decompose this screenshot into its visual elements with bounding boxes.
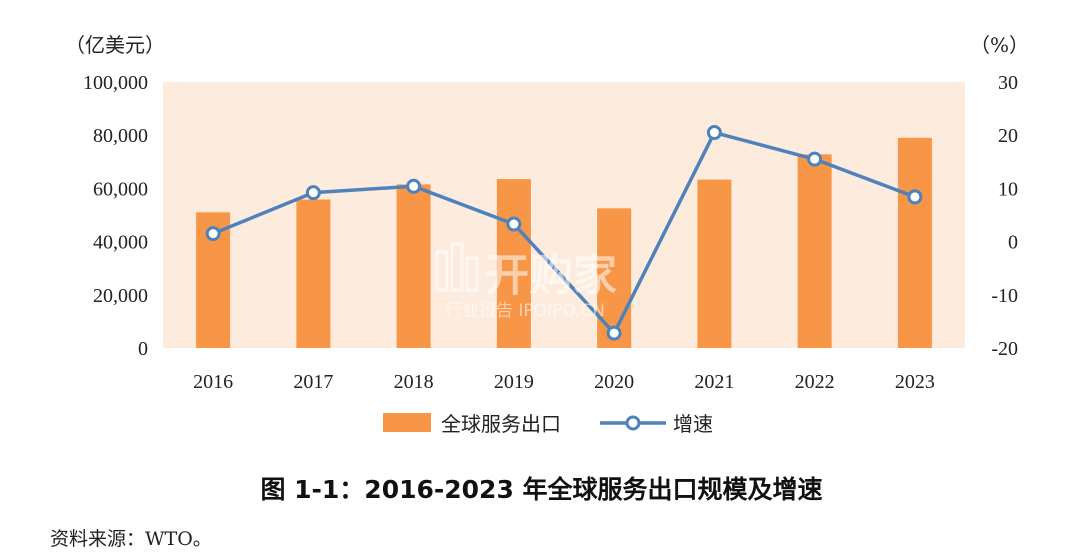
left-axis-tick-label: 20,000 [93, 285, 148, 307]
left-axis-tick-label: 60,000 [93, 178, 148, 200]
right-axis-tick-label: 10 [998, 178, 1018, 200]
growth-point-2023 [907, 189, 923, 205]
growth-point-2021 [706, 125, 722, 141]
growth-point-2020 [606, 325, 622, 341]
growth-point-2019 [506, 216, 522, 232]
legend-line-label: 增速 [673, 412, 713, 436]
growth-points [205, 125, 923, 341]
x-tick-label: 2017 [293, 371, 333, 393]
x-tick-label: 2021 [694, 371, 734, 393]
bar-2020 [597, 208, 632, 348]
x-tick-label: 2022 [795, 371, 835, 393]
growth-point-2017 [305, 185, 321, 201]
bar-2017 [296, 199, 331, 348]
right-axis-tick-label: 20 [998, 125, 1018, 147]
watermark-subtitle: 行业报告 IPOIPO.CN [445, 301, 605, 321]
x-tick-label: 2016 [193, 371, 233, 393]
watermark-logo-icon [435, 242, 479, 292]
x-tick-label: 2018 [394, 371, 434, 393]
right-axis-tick-label: -20 [991, 338, 1018, 360]
bar-2021 [697, 179, 732, 348]
chart-canvas: 2016 2017 2018 2019 2020 2021 2022 2023 0 20,000… [65, 33, 1029, 436]
x-axis-ticks: 2016 2017 2018 2019 2020 2021 2022 2023 [193, 371, 935, 393]
left-axis-tick-label: 80,000 [93, 125, 148, 147]
bar-series [196, 137, 932, 348]
left-axis-tick-label: 40,000 [93, 232, 148, 254]
x-tick-label: 2023 [895, 371, 935, 393]
bar-2022 [797, 154, 832, 348]
bar-2018 [396, 184, 431, 348]
watermark-title: 开购家 [485, 250, 617, 301]
right-axis-ticks: -20 -10 0 10 20 30 [991, 72, 1018, 360]
left-axis-tick-label: 0 [138, 338, 148, 360]
watermark: 开购家 行业报告 IPOIPO.CN [435, 242, 617, 321]
legend-bar-label: 全球服务出口 [441, 412, 561, 436]
growth-point-2016 [205, 226, 221, 242]
left-axis-ticks: 0 20,000 40,000 60,000 80,000 100,000 [83, 72, 148, 360]
right-axis-tick-label: 0 [1008, 232, 1018, 254]
growth-point-2018 [406, 178, 422, 194]
bar-2019 [496, 179, 531, 348]
growth-line [212, 130, 916, 335]
left-axis-tick-label: 100,000 [83, 72, 148, 94]
growth-point-2022 [807, 151, 823, 167]
bar-2023 [897, 137, 932, 348]
x-tick-label: 2020 [594, 371, 634, 393]
source-note: 资料来源：WTO。 [50, 528, 212, 550]
legend-bar-swatch [383, 413, 431, 432]
figure-caption: 图 1-1：2016-2023 年全球服务出口规模及增速 [260, 475, 823, 504]
right-axis-unit: （%） [970, 33, 1029, 57]
x-tick-label: 2019 [494, 371, 534, 393]
right-axis-tick-label: -10 [991, 285, 1018, 307]
right-axis-tick-label: 30 [998, 72, 1018, 94]
legend: 全球服务出口 增速 [383, 412, 713, 436]
left-axis-unit: （亿美元） [65, 33, 165, 57]
legend-line-marker [625, 415, 641, 431]
